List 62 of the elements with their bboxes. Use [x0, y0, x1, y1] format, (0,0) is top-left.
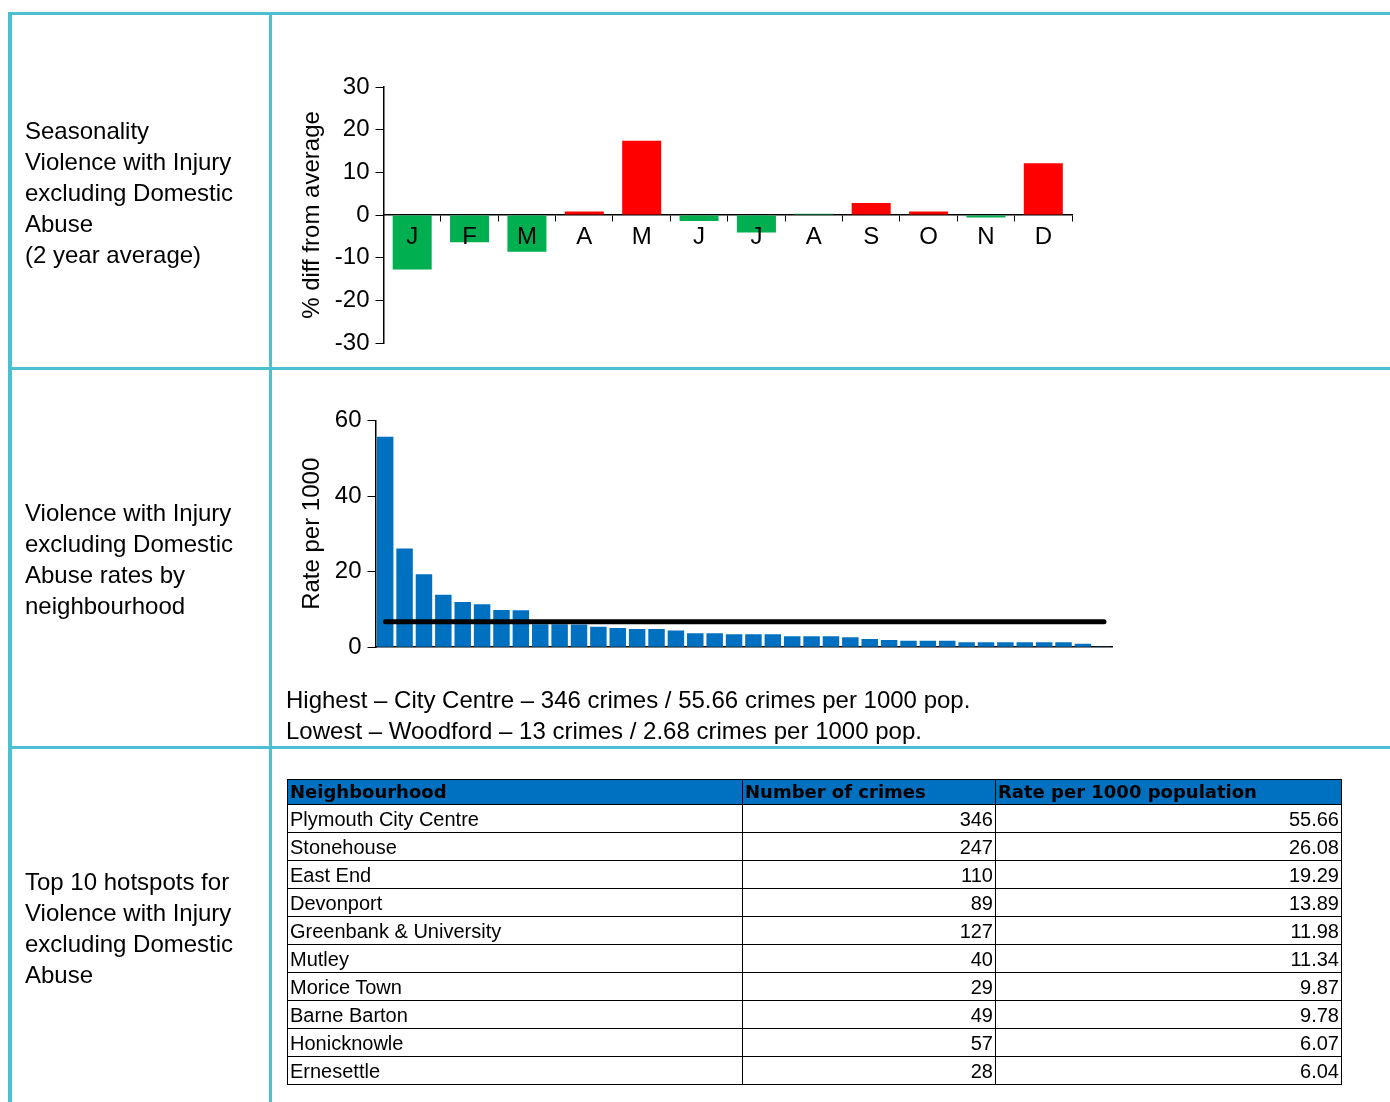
x-tick-label: M: [631, 221, 652, 249]
y-tick-label: 0: [356, 199, 370, 227]
category-label: East End: [287, 860, 743, 889]
data-label: 110: [742, 860, 996, 889]
category-label: Plymouth City Centre: [287, 804, 743, 833]
data-label: 11.34: [995, 944, 1342, 973]
category-label: Ernesettle: [287, 1056, 743, 1085]
y-tick-label: 10: [342, 156, 370, 184]
y-tick-label: -20: [334, 284, 370, 312]
category-label: Barne Barton: [287, 1000, 743, 1029]
y-tick-label: 20: [342, 114, 370, 142]
category-label: Morice Town: [287, 972, 743, 1001]
y-tick-label: -10: [334, 242, 370, 270]
x-tick-label: N: [977, 221, 995, 249]
text: Neighbourhood: [287, 779, 743, 805]
text: Rate per 1000 population: [995, 779, 1342, 805]
y-axis-title: % diff from average: [297, 111, 325, 319]
y-axis-title: Rate per 1000: [297, 457, 325, 610]
x-tick-label: J: [406, 221, 419, 249]
data-label: 26.08: [995, 832, 1342, 861]
text: Seasonality Violence with Injury excluding Domestic Abuse (2 year average): [8, 15, 272, 370]
x-tick-label: J: [693, 221, 706, 249]
y-tick-label: 20: [334, 556, 362, 584]
category-label: Mutley: [287, 944, 743, 973]
x-tick-label: O: [919, 221, 938, 249]
data-label: 127: [742, 916, 996, 945]
y-tick-label: 40: [334, 480, 362, 508]
data-label: 9.78: [995, 1000, 1342, 1029]
data-label: 346: [742, 804, 996, 833]
data-label: 19.29: [995, 860, 1342, 889]
data-label: 55.66: [995, 804, 1342, 833]
category-label: Devonport: [287, 888, 743, 917]
text: Lowest – Woodford – 13 crimes / 2.68 crimes per 1000 pop.: [286, 716, 923, 746]
x-tick-label: D: [1034, 221, 1052, 249]
text: Top 10 hotspots for Violence with Injury excluding Domestic Abuse: [8, 749, 272, 1102]
data-label: 49: [742, 1000, 996, 1029]
x-tick-label: A: [576, 221, 593, 249]
category-label: Stonehouse: [287, 832, 743, 861]
category-label: Greenbank & University: [287, 916, 743, 945]
y-tick-label: -30: [334, 327, 370, 355]
data-label: 6.07: [995, 1028, 1342, 1057]
x-tick-label: S: [863, 221, 880, 249]
y-tick-label: 0: [348, 631, 362, 659]
text: Number of crimes: [742, 779, 996, 805]
data-label: 57: [742, 1028, 996, 1057]
data-label: 28: [742, 1056, 996, 1085]
x-tick-label: F: [462, 221, 477, 249]
data-label: 9.87: [995, 972, 1342, 1001]
data-label: 89: [742, 888, 996, 917]
data-label: 29: [742, 972, 996, 1001]
data-label: 247: [742, 832, 996, 861]
x-tick-label: A: [805, 221, 822, 249]
data-label: 6.04: [995, 1056, 1342, 1085]
data-label: 11.98: [995, 916, 1342, 945]
text: Highest – City Centre – 346 crimes / 55.66 crimes per 1000 pop.: [286, 685, 971, 715]
data-label: 13.89: [995, 888, 1342, 917]
y-tick-label: 60: [334, 405, 362, 433]
category-label: Honicknowle: [287, 1028, 743, 1057]
y-tick-label: 30: [342, 71, 370, 99]
data-label: 40: [742, 944, 996, 973]
text: Violence with Injury excluding Domestic Abuse rates by neighbourhood: [8, 370, 272, 748]
x-tick-label: M: [516, 221, 537, 249]
